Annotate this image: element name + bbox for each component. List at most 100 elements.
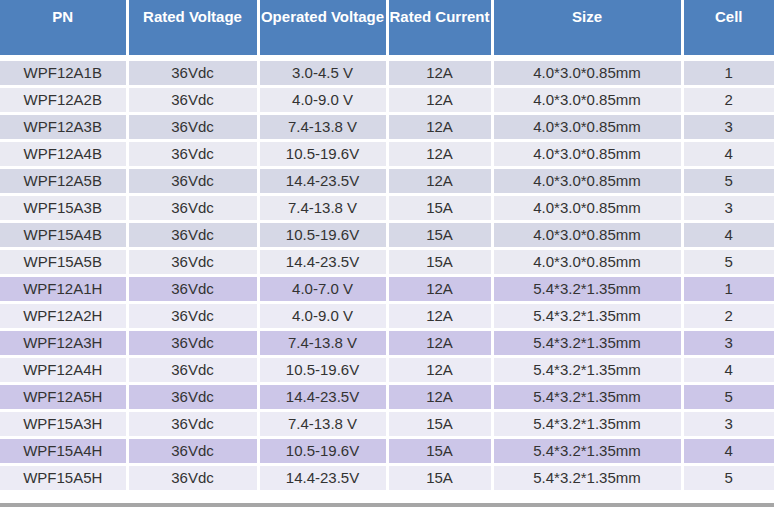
table-cell: 4 bbox=[682, 222, 774, 249]
table-cell: 3 bbox=[682, 411, 774, 438]
table-cell: 36Vdc bbox=[127, 168, 258, 195]
table-row: WPF12A2H36Vdc4.0-9.0 V12A5.4*3.2*1.35mm2 bbox=[0, 303, 774, 330]
table-cell: 4 bbox=[682, 357, 774, 384]
table-cell: 36Vdc bbox=[127, 411, 258, 438]
table-cell: 5 bbox=[682, 465, 774, 492]
table-cell: WPF12A4H bbox=[0, 357, 127, 384]
table-cell: 3 bbox=[682, 330, 774, 357]
table-row: WPF15A3H36Vdc7.4-13.8 V15A5.4*3.2*1.35mm… bbox=[0, 411, 774, 438]
table-cell: 36Vdc bbox=[127, 303, 258, 330]
table-row: WPF12A1B36Vdc3.0-4.5 V12A4.0*3.0*0.85mm1 bbox=[0, 58, 774, 87]
table-cell: 12A bbox=[387, 384, 492, 411]
table-cell: 5.4*3.2*1.35mm bbox=[492, 303, 682, 330]
table-cell: 12A bbox=[387, 87, 492, 114]
table-cell: 14.4-23.5V bbox=[258, 465, 387, 492]
datasheet-page: PN Rated Voltage Operated Voltage Rated … bbox=[0, 0, 774, 507]
table-cell: 4.0*3.0*0.85mm bbox=[492, 141, 682, 168]
table-cell: WPF12A2H bbox=[0, 303, 127, 330]
table-cell: 7.4-13.8 V bbox=[258, 195, 387, 222]
table-cell: 36Vdc bbox=[127, 195, 258, 222]
table-cell: WPF12A1B bbox=[0, 58, 127, 87]
table-cell: 36Vdc bbox=[127, 330, 258, 357]
table-cell: 2 bbox=[682, 87, 774, 114]
table-row: WPF15A4B36Vdc10.5-19.6V15A4.0*3.0*0.85mm… bbox=[0, 222, 774, 249]
table-cell: WPF15A3H bbox=[0, 411, 127, 438]
table-cell: 14.4-23.5V bbox=[258, 384, 387, 411]
table-cell: 15A bbox=[387, 411, 492, 438]
table-cell: 12A bbox=[387, 303, 492, 330]
table-cell: 1 bbox=[682, 276, 774, 303]
table-cell: 14.4-23.5V bbox=[258, 168, 387, 195]
table-cell: WPF12A2B bbox=[0, 87, 127, 114]
table-cell: 4.0-7.0 V bbox=[258, 276, 387, 303]
table-cell: WPF12A3H bbox=[0, 330, 127, 357]
table-cell: 4 bbox=[682, 438, 774, 465]
table-cell: 15A bbox=[387, 195, 492, 222]
table-cell: 36Vdc bbox=[127, 438, 258, 465]
table-cell: 5 bbox=[682, 249, 774, 276]
table-cell: WPF12A1H bbox=[0, 276, 127, 303]
header-row: PN Rated Voltage Operated Voltage Rated … bbox=[0, 0, 774, 58]
table-cell: 36Vdc bbox=[127, 58, 258, 87]
bottom-edge-strip bbox=[0, 503, 774, 507]
table-row: WPF12A3B36Vdc7.4-13.8 V12A4.0*3.0*0.85mm… bbox=[0, 114, 774, 141]
table-cell: WPF15A5H bbox=[0, 465, 127, 492]
table-cell: 7.4-13.8 V bbox=[258, 411, 387, 438]
table-cell: 7.4-13.8 V bbox=[258, 114, 387, 141]
table-row: WPF15A5B36Vdc14.4-23.5V15A4.0*3.0*0.85mm… bbox=[0, 249, 774, 276]
table-row: WPF12A5B36Vdc14.4-23.5V12A4.0*3.0*0.85mm… bbox=[0, 168, 774, 195]
column-header-size: Size bbox=[492, 0, 682, 58]
table-cell: 12A bbox=[387, 276, 492, 303]
table-cell: WPF15A3B bbox=[0, 195, 127, 222]
table-cell: 3 bbox=[682, 114, 774, 141]
table-cell: 15A bbox=[387, 249, 492, 276]
table-cell: 5.4*3.2*1.35mm bbox=[492, 276, 682, 303]
table-cell: 5.4*3.2*1.35mm bbox=[492, 384, 682, 411]
table-cell: 36Vdc bbox=[127, 276, 258, 303]
table-cell: WPF12A4B bbox=[0, 141, 127, 168]
table-cell: 1 bbox=[682, 58, 774, 87]
table-cell: 12A bbox=[387, 141, 492, 168]
table-cell: WPF15A5B bbox=[0, 249, 127, 276]
table-cell: 10.5-19.6V bbox=[258, 438, 387, 465]
table-row: WPF12A3H36Vdc7.4-13.8 V12A5.4*3.2*1.35mm… bbox=[0, 330, 774, 357]
table-cell: 12A bbox=[387, 357, 492, 384]
table-cell: 10.5-19.6V bbox=[258, 357, 387, 384]
table-cell: 12A bbox=[387, 114, 492, 141]
column-header-pn: PN bbox=[0, 0, 127, 58]
table-cell: 4.0*3.0*0.85mm bbox=[492, 58, 682, 87]
table-cell: 4.0*3.0*0.85mm bbox=[492, 87, 682, 114]
table-cell: 5 bbox=[682, 384, 774, 411]
table-header: PN Rated Voltage Operated Voltage Rated … bbox=[0, 0, 774, 58]
table-cell: 4.0*3.0*0.85mm bbox=[492, 168, 682, 195]
table-cell: WPF12A3B bbox=[0, 114, 127, 141]
table-cell: 36Vdc bbox=[127, 357, 258, 384]
table-cell: 10.5-19.6V bbox=[258, 141, 387, 168]
table-cell: 5.4*3.2*1.35mm bbox=[492, 330, 682, 357]
column-header-operated-voltage: Operated Voltage bbox=[258, 0, 387, 58]
table-cell: 15A bbox=[387, 465, 492, 492]
table-cell: 36Vdc bbox=[127, 384, 258, 411]
table-cell: 5.4*3.2*1.35mm bbox=[492, 465, 682, 492]
table-cell: 7.4-13.8 V bbox=[258, 330, 387, 357]
table-cell: 36Vdc bbox=[127, 249, 258, 276]
table-body: WPF12A1B36Vdc3.0-4.5 V12A4.0*3.0*0.85mm1… bbox=[0, 58, 774, 492]
table-cell: WPF15A4B bbox=[0, 222, 127, 249]
table-cell: 12A bbox=[387, 168, 492, 195]
table-cell: 36Vdc bbox=[127, 465, 258, 492]
table-row: WPF12A4H36Vdc10.5-19.6V12A5.4*3.2*1.35mm… bbox=[0, 357, 774, 384]
table-cell: 14.4-23.5V bbox=[258, 249, 387, 276]
table-cell: 12A bbox=[387, 58, 492, 87]
table-cell: 5.4*3.2*1.35mm bbox=[492, 357, 682, 384]
table-cell: 15A bbox=[387, 438, 492, 465]
table-cell: 4.0*3.0*0.85mm bbox=[492, 249, 682, 276]
table-cell: 4.0-9.0 V bbox=[258, 87, 387, 114]
table-cell: 36Vdc bbox=[127, 141, 258, 168]
table-row: WPF12A2B36Vdc4.0-9.0 V12A4.0*3.0*0.85mm2 bbox=[0, 87, 774, 114]
table-cell: 3 bbox=[682, 195, 774, 222]
table-cell: 4 bbox=[682, 141, 774, 168]
table-cell: 4.0*3.0*0.85mm bbox=[492, 222, 682, 249]
table-cell: 36Vdc bbox=[127, 222, 258, 249]
table-cell: 5.4*3.2*1.35mm bbox=[492, 438, 682, 465]
table-cell: 15A bbox=[387, 222, 492, 249]
